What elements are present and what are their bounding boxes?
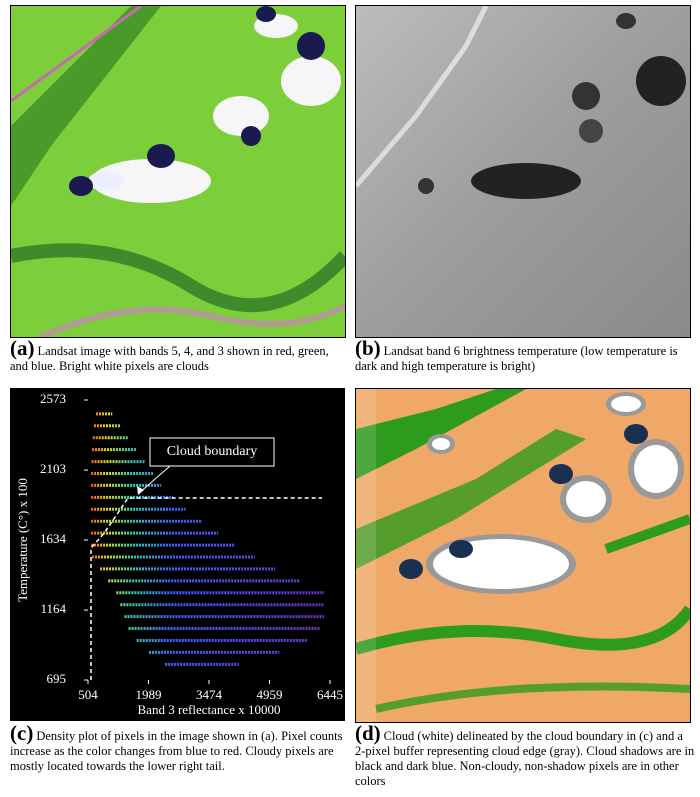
cloud-boundary: [90, 497, 323, 680]
panel-label: (b): [355, 336, 381, 360]
y-axis-label: Temperature (C°) x 100: [15, 478, 30, 602]
caption: (a) Landsat image with bands 5, 4, and 3 …: [10, 338, 345, 374]
y-tick-label: 1634: [40, 531, 67, 546]
x-tick-label: 1989: [135, 687, 161, 702]
annotation-arrow: [137, 465, 171, 495]
panel-label: (d): [355, 721, 381, 745]
cloud-mask-image: [355, 388, 691, 723]
caption: (c) Density plot of pixels in the image s…: [10, 723, 348, 774]
density-plot: 695 1164 1634 2103 2573 504 1989 3474 4959 6445 Cl…: [10, 388, 345, 721]
x-tick-label: 3474: [196, 687, 223, 702]
caption-text: Density plot of pixels in the image show…: [10, 729, 343, 773]
temperature-image: [355, 5, 691, 338]
y-tick-label: 2573: [40, 391, 66, 406]
y-tick-label: 1164: [40, 601, 66, 616]
y-tick-label: 695: [47, 671, 67, 686]
x-axis-label: Band 3 reflectance x 10000: [138, 702, 281, 717]
caption-text: Landsat image with bands 5, 4, and 3 sho…: [10, 344, 329, 373]
landsat-image: [10, 5, 346, 338]
panel-label: (c): [10, 721, 34, 745]
annotation-box: [149, 437, 275, 467]
panel-label: (a): [10, 336, 35, 360]
caption-text: Cloud (white) delineated by the cloud bo…: [355, 729, 695, 788]
annotation: Cloud boundary: [167, 444, 258, 459]
arrow-head: [137, 485, 145, 495]
caption: (d) Cloud (white) delineated by the cloud…: [355, 723, 695, 789]
y-tick-label: 2103: [40, 461, 66, 476]
x-tick-label: 6445: [317, 687, 343, 702]
caption-text: Landsat band 6 brightness temperature (l…: [355, 344, 678, 373]
x-tick-label: 4959: [256, 687, 282, 702]
caption: (b) Landsat band 6 brightness temperature…: [355, 338, 695, 374]
x-tick-label: 504: [78, 687, 98, 702]
